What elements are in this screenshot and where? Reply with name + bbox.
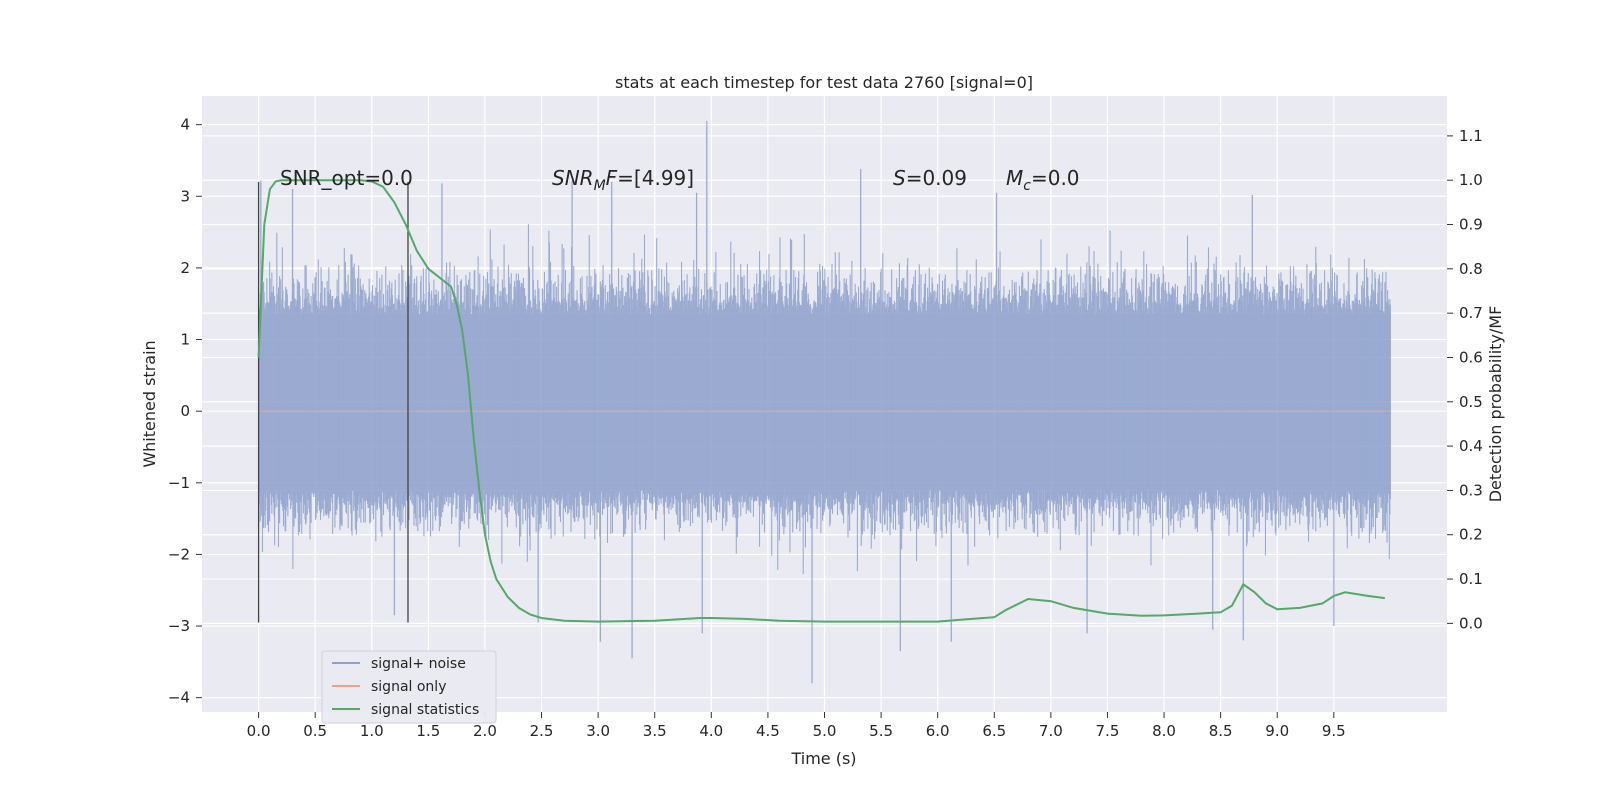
y-right-ticks: 0.0 0.1 0.2 0.3 0.4 0.5 0.6 0.7 0.8 0.9 1.0 1.1 — [1447, 127, 1483, 632]
legend-label-signal-noise: signal+ noise — [371, 656, 466, 672]
y-right-tick-label: 1.1 — [1459, 127, 1483, 145]
x-tick-label: 8.5 — [1209, 722, 1233, 740]
vertical-markers — [257, 181, 409, 623]
y-right-tick-label: 0.3 — [1459, 481, 1483, 499]
y-right-tick-label: 0.1 — [1459, 570, 1483, 588]
y-ticks: −4 −3 −2 −1 0 1 2 3 4 — [168, 116, 202, 707]
x-tick-label: 4.0 — [699, 722, 723, 740]
legend-label-signal-only: signal only — [371, 679, 446, 695]
y-tick-label: −3 — [168, 617, 190, 635]
y-tick-label: 0 — [180, 402, 190, 420]
x-tick-label: 6.5 — [982, 722, 1006, 740]
y-right-tick-label: 0.2 — [1459, 526, 1483, 544]
signal-noise-series — [258, 121, 1391, 684]
y-right-axis-label: Detection probability/MF — [1486, 306, 1505, 503]
legend: signal+ noise signal only signal statist… — [321, 650, 497, 724]
y-right-tick-label: 0.5 — [1459, 393, 1483, 411]
x-tick-label: 7.5 — [1096, 722, 1120, 740]
x-tick-label: 6.0 — [926, 722, 950, 740]
x-tick-label: 9.5 — [1322, 722, 1346, 740]
annotation-mc: Mc=0.0 — [1006, 166, 1080, 194]
x-tick-label: 3.0 — [586, 722, 610, 740]
y-tick-label: −2 — [168, 545, 190, 563]
y-tick-label: 2 — [180, 259, 190, 277]
x-tick-label: 5.0 — [813, 722, 837, 740]
annotation-s: S=0.09 — [893, 166, 967, 190]
x-tick-label: 0.0 — [247, 722, 271, 740]
y-tick-label: 4 — [180, 116, 190, 134]
y-tick-label: 3 — [180, 187, 190, 205]
x-tick-label: 1.0 — [360, 722, 384, 740]
x-tick-label: 9.0 — [1265, 722, 1289, 740]
x-ticks: 0.0 0.5 1.0 1.5 2.0 2.5 3.0 3.5 4.0 4.5 5.0 5.5 6.0 6… — [247, 712, 1346, 740]
x-tick-label: 2.5 — [530, 722, 554, 740]
y-tick-label: −4 — [168, 689, 190, 707]
chart-title: stats at each timestep for test data 276… — [615, 73, 1033, 92]
x-axis-label: Time (s) — [790, 749, 856, 768]
y-right-tick-label: 0.7 — [1459, 304, 1483, 322]
annotations: SNR_opt=0.0 SNRMF=[4.99] S=0.09 Mc=0.0 — [280, 166, 1080, 194]
y-right-tick-label: 0.6 — [1459, 348, 1483, 366]
y-tick-label: −1 — [168, 474, 190, 492]
annotation-snr-mf: SNRMF=[4.99] — [552, 166, 694, 194]
y-tick-label: 1 — [180, 331, 190, 349]
y-right-tick-label: 1.0 — [1459, 171, 1483, 189]
x-tick-label: 4.5 — [756, 722, 780, 740]
x-tick-label: 3.5 — [643, 722, 667, 740]
x-tick-label: 0.5 — [303, 722, 327, 740]
x-tick-label: 7.0 — [1039, 722, 1063, 740]
legend-box — [321, 650, 497, 724]
y-right-tick-label: 0.9 — [1459, 216, 1483, 234]
y-axis-label: Whitened strain — [140, 340, 159, 467]
y-right-tick-label: 0.8 — [1459, 260, 1483, 278]
annotation-snr-opt: SNR_opt=0.0 — [280, 166, 413, 190]
x-tick-label: 1.5 — [416, 722, 440, 740]
y-right-tick-label: 0.0 — [1459, 614, 1483, 632]
x-tick-label: 5.5 — [869, 722, 893, 740]
x-tick-label: 2.0 — [473, 722, 497, 740]
signal-statistics-series — [257, 179, 1385, 623]
signal-statistics-line — [257, 179, 1385, 623]
legend-label-signal-statistics: signal statistics — [371, 702, 479, 718]
x-tick-label: 8.0 — [1152, 722, 1176, 740]
y-right-tick-label: 0.4 — [1459, 437, 1483, 455]
